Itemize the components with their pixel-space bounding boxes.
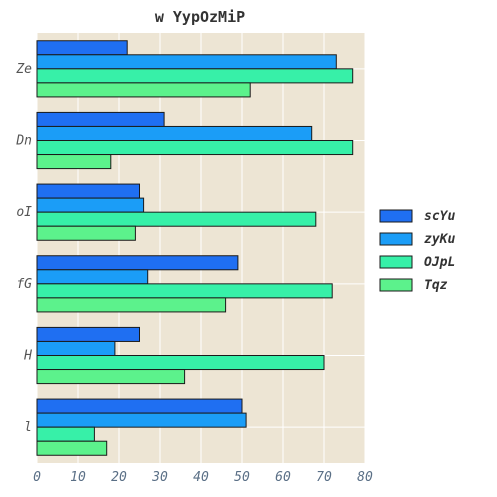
bar-OJpL-Dn[interactable] bbox=[36, 140, 354, 156]
bar-zyKu-fG[interactable] bbox=[36, 269, 149, 285]
x-tick-label: 50 bbox=[234, 470, 250, 485]
x-tick-label: 30 bbox=[151, 470, 168, 485]
x-tick-label: 60 bbox=[275, 470, 291, 485]
y-tick-label: H bbox=[23, 349, 32, 364]
bar-zyKu-l[interactable] bbox=[36, 412, 247, 428]
legend-label: zyKu bbox=[424, 232, 455, 247]
bars bbox=[36, 40, 354, 456]
bar-Tqz-fG[interactable] bbox=[36, 297, 227, 313]
x-tick-label: 20 bbox=[111, 470, 127, 485]
bar-OJpL-H[interactable] bbox=[36, 355, 325, 371]
bar-scYu-Dn[interactable] bbox=[36, 111, 165, 127]
bar-zyKu-oI[interactable] bbox=[36, 197, 145, 213]
legend-item-scYu[interactable]: scYu bbox=[379, 209, 455, 224]
legend-label: OJpL bbox=[424, 255, 455, 270]
y-tick-label: Dn bbox=[15, 134, 32, 149]
x-tick-label: 10 bbox=[70, 470, 86, 485]
bar-scYu-l[interactable] bbox=[36, 398, 243, 414]
y-tick-label: oI bbox=[16, 205, 32, 220]
bar-Tqz-Dn[interactable] bbox=[36, 154, 112, 170]
y-tick-label: fG bbox=[16, 277, 32, 292]
legend-swatch bbox=[379, 255, 413, 269]
legend-label: Tqz bbox=[424, 278, 448, 293]
bar-OJpL-fG[interactable] bbox=[36, 283, 333, 299]
bar-Tqz-oI[interactable] bbox=[36, 225, 136, 241]
bar-OJpL-l[interactable] bbox=[36, 426, 95, 442]
y-tick-label: Ze bbox=[15, 62, 32, 77]
legend[interactable]: scYu zyKu OJpL Tqz bbox=[379, 209, 455, 293]
bar-scYu-oI[interactable] bbox=[36, 183, 140, 199]
legend-swatch bbox=[379, 278, 413, 292]
chart-title: w YypOzMiP bbox=[155, 8, 245, 26]
legend-item-OJpL[interactable]: OJpL bbox=[379, 255, 455, 270]
bar-scYu-Ze[interactable] bbox=[36, 40, 128, 56]
y-tick-label: l bbox=[24, 420, 32, 435]
bar-zyKu-H[interactable] bbox=[36, 340, 116, 357]
x-axis-ticks: 0 10 20 30 40 50 60 70 80 bbox=[33, 470, 373, 485]
bar-zyKu-Ze[interactable] bbox=[36, 54, 337, 70]
bar-OJpL-oI[interactable] bbox=[36, 211, 317, 227]
x-tick-label: 0 bbox=[33, 470, 41, 485]
legend-item-zyKu[interactable]: zyKu bbox=[379, 232, 455, 247]
legend-label: scYu bbox=[424, 209, 455, 224]
bar-OJpL-Ze[interactable] bbox=[36, 68, 354, 84]
bar-Tqz-Ze[interactable] bbox=[36, 82, 251, 98]
legend-swatch bbox=[379, 232, 413, 246]
bar-Tqz-l[interactable] bbox=[36, 440, 108, 456]
bar-zyKu-Dn[interactable] bbox=[36, 125, 313, 141]
legend-item-Tqz[interactable]: Tqz bbox=[379, 278, 448, 293]
x-tick-label: 80 bbox=[357, 470, 373, 485]
bar-Tqz-H[interactable] bbox=[36, 369, 186, 385]
legend-swatch bbox=[379, 209, 413, 223]
x-tick-label: 40 bbox=[193, 470, 209, 485]
bar-scYu-H[interactable] bbox=[36, 326, 140, 342]
y-axis-ticks: Ze Dn oI fG Hl bbox=[15, 62, 32, 435]
bar-scYu-fG[interactable] bbox=[36, 255, 239, 271]
x-tick-label: 70 bbox=[316, 470, 332, 485]
